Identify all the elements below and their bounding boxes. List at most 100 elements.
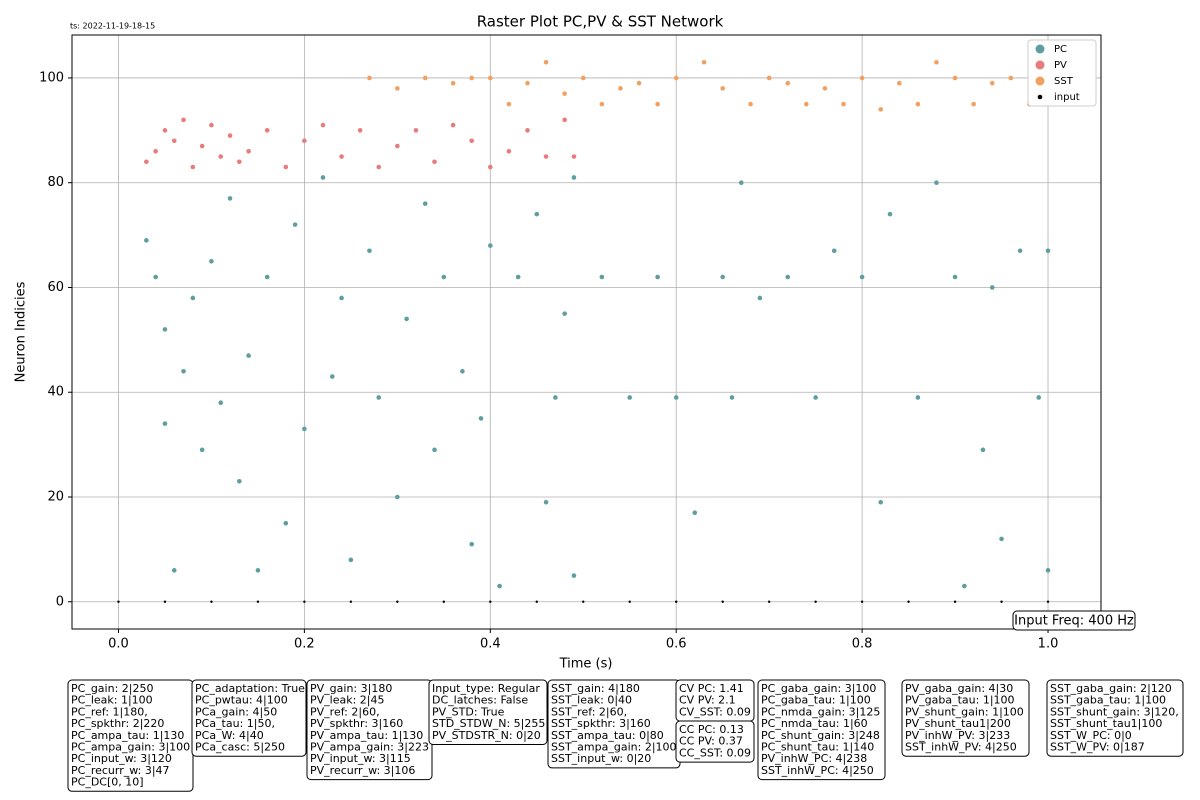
- spike: [859, 274, 865, 280]
- param-text: SST_ampa_tau: 0|80: [551, 729, 664, 742]
- param-text: PV_inhW_PV: 3|233: [905, 729, 1010, 742]
- param-text: DC_latches: False: [432, 694, 528, 707]
- spike: [153, 274, 158, 280]
- param-text: PC_nmda_gain: 3|125: [761, 705, 880, 718]
- param-text: SST_W_PC: 0|0: [1050, 729, 1132, 742]
- param-text: SST_ref: 2|60,: [551, 705, 627, 718]
- annotation-text: Input Freq: 400 Hz: [1014, 614, 1134, 629]
- param-text: PV_shunt_gain: 1|100: [905, 705, 1024, 718]
- spike: [163, 600, 167, 603]
- spike: [227, 133, 233, 138]
- spike: [218, 154, 224, 159]
- spike: [256, 600, 260, 603]
- spike: [580, 75, 586, 81]
- param-text: PCa_W: 4|40: [195, 729, 264, 742]
- spike: [952, 274, 958, 280]
- spike: [692, 510, 698, 516]
- param-text: CV PV: 2.1: [679, 694, 736, 707]
- param-text: PC_ampa_tau: 1|130: [71, 729, 184, 742]
- param-text: SST_spkthr: 3|160: [551, 717, 651, 730]
- param-text: SST_W_PV: 0|187: [1050, 741, 1145, 754]
- spike: [489, 600, 492, 603]
- spike: [367, 248, 372, 254]
- spike: [599, 101, 605, 107]
- annotation-box: [1012, 610, 1136, 631]
- param-text: PV_STD: True: [432, 705, 505, 718]
- x-tick-label: 1.0: [1038, 637, 1059, 652]
- spike: [329, 374, 335, 379]
- plot-frame: [71, 34, 1102, 630]
- spike: [469, 541, 475, 547]
- spike: [209, 122, 214, 128]
- legend-label: SST: [1054, 76, 1074, 87]
- spike: [162, 128, 168, 133]
- param-text: CV_SST: 0.09: [679, 705, 751, 718]
- param-text: SST_input_w: 0|20: [551, 752, 651, 765]
- spike: [199, 447, 205, 453]
- legend-label: PC: [1054, 44, 1067, 55]
- spike: [675, 600, 678, 603]
- param-text: PC_gaba_tau: 1|100: [761, 694, 871, 707]
- spike: [413, 128, 419, 133]
- spike: [376, 395, 382, 400]
- y-tick-label: 40: [47, 385, 64, 400]
- spike: [655, 101, 660, 107]
- param-text: PV_gaba_gain: 4|30: [905, 682, 1013, 695]
- spike: [989, 285, 995, 290]
- spike: [1008, 75, 1014, 81]
- spike: [487, 243, 493, 248]
- spike: [729, 395, 735, 400]
- spike: [1045, 568, 1051, 573]
- spike: [980, 447, 986, 453]
- spike: [506, 101, 512, 107]
- spike: [720, 274, 725, 280]
- spike: [450, 122, 456, 128]
- param-box-frame: [757, 679, 886, 781]
- x-tick-label: 0.0: [108, 637, 129, 652]
- param-text: CV PC: 1.41: [679, 682, 744, 695]
- spike: [515, 274, 521, 280]
- spike: [989, 80, 995, 86]
- param-text: PV_STDSTR_N: 0|20: [432, 729, 541, 742]
- param-text: PC_recurr_w: 3|47: [71, 764, 170, 777]
- param-text: PV_shunt_tau1|200: [905, 717, 1011, 730]
- spike: [878, 499, 883, 505]
- timestamp: ts: 2022-11-19-18-15: [70, 22, 155, 31]
- spike: [339, 154, 344, 159]
- param-text: PC_shunt_gain: 3|248: [761, 729, 880, 742]
- param-text: PV_ampa_gain: 3|223: [310, 741, 429, 754]
- param-text: STD_STDW_N: 5|255: [432, 717, 545, 730]
- spike: [190, 164, 196, 170]
- x-tick-label: 0.2: [294, 637, 315, 652]
- spike: [506, 148, 512, 154]
- param-text: SST_ampa_gain: 2|100: [551, 741, 677, 754]
- param-text: PV_gain: 3|180: [310, 682, 392, 695]
- spike: [525, 80, 530, 86]
- spike: [162, 327, 168, 332]
- spike: [292, 222, 298, 227]
- param-text: PCa_tau: 1|50,: [195, 717, 275, 730]
- legend-marker: [1035, 76, 1045, 86]
- spike: [422, 201, 428, 206]
- spike: [320, 175, 326, 180]
- param-box-frame: [428, 679, 548, 745]
- spike: [841, 101, 846, 107]
- spike: [571, 175, 577, 180]
- spike: [255, 568, 261, 573]
- spike: [367, 75, 372, 81]
- spike: [497, 583, 502, 589]
- spike: [117, 600, 120, 603]
- param-text: CC PV: 0.37: [679, 735, 743, 748]
- spike: [582, 600, 585, 603]
- legend-frame: [1027, 39, 1097, 107]
- x-axis-label: Time (s): [559, 657, 613, 672]
- param-text: PV_ampa_tau: 1|130: [310, 729, 423, 742]
- spike: [562, 91, 567, 96]
- legend-marker: [1037, 94, 1043, 100]
- spike: [1046, 600, 1050, 603]
